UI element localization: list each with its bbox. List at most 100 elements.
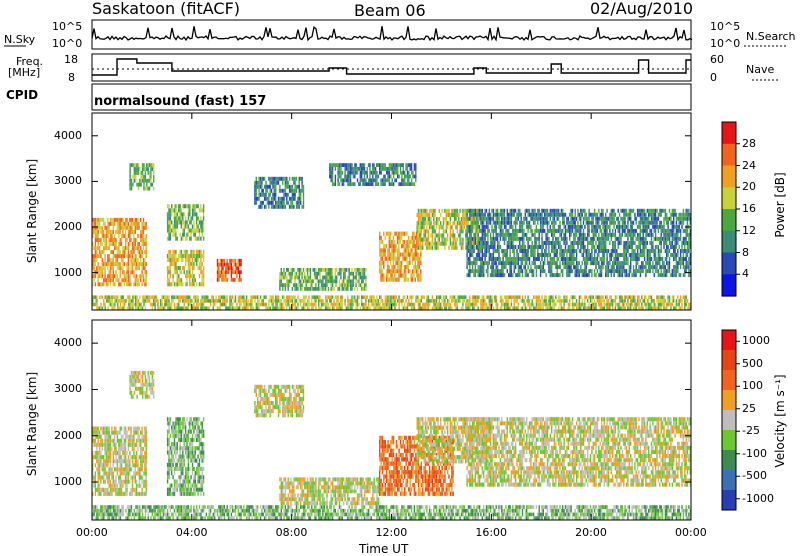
echo-cell (143, 262, 144, 266)
echo-cell (100, 254, 101, 258)
echo-cell (357, 178, 358, 182)
echo-cell (673, 209, 674, 213)
echo-cell (238, 295, 239, 299)
echo-cell (554, 273, 555, 277)
echo-cell (575, 221, 576, 225)
echo-cell (192, 274, 193, 278)
echo-cell (111, 262, 112, 266)
echo-cell (281, 303, 282, 307)
echo-cell (505, 257, 506, 261)
echo-cell (523, 245, 524, 249)
echo-cell (615, 249, 616, 253)
echo-cell (643, 253, 644, 257)
echo-cell (468, 269, 469, 273)
echo-cell (500, 209, 501, 213)
echo-cell (167, 303, 168, 307)
echo-cell (669, 241, 670, 245)
echo-cell (143, 258, 144, 262)
echo-cell (292, 185, 293, 189)
echo-cell (129, 303, 130, 307)
echo-cell (243, 299, 244, 303)
echo-cell (382, 273, 383, 277)
echo-cell (601, 257, 602, 261)
echo-cell (382, 306, 383, 310)
echo-cell (120, 254, 121, 258)
echo-cell (283, 189, 284, 193)
echo-cell (111, 299, 112, 303)
echo-cell (446, 217, 447, 221)
echo-cell (179, 250, 180, 254)
echo-cell (476, 238, 477, 242)
echo-cell (608, 217, 609, 221)
echo-cell (587, 229, 588, 233)
echo-cell (640, 233, 641, 237)
echo-cell (545, 273, 546, 277)
echo-cell (193, 254, 194, 258)
echo-cell (421, 217, 422, 221)
echo-cell (473, 213, 474, 217)
echo-cell (680, 213, 681, 217)
echo-cell (656, 245, 657, 249)
echo-cell (227, 278, 228, 282)
echo-cell (645, 229, 646, 233)
echo-cell (382, 240, 383, 244)
echo-cell (588, 229, 589, 233)
echo-cell (482, 221, 483, 225)
echo-cell (652, 213, 653, 217)
echo-cell (415, 175, 416, 179)
echo-cell (405, 253, 406, 257)
echo-cell (543, 245, 544, 249)
echo-cell (443, 225, 444, 229)
echo-cell (170, 282, 171, 286)
echo-cell (505, 253, 506, 257)
echo-cell (181, 237, 182, 241)
echo-cell (408, 171, 409, 175)
echo-cell (526, 253, 527, 257)
echo-cell (283, 295, 284, 299)
echo-cell (195, 278, 196, 282)
echo-cell (486, 225, 487, 229)
echo-cell (189, 254, 190, 258)
echo-cell (569, 273, 570, 277)
echo-cell (332, 283, 333, 287)
echo-cell (437, 242, 438, 246)
echo-cell (129, 299, 130, 303)
echo-cell (432, 246, 433, 250)
echo-cell (141, 226, 142, 230)
echo-cell (304, 295, 305, 299)
echo-cell (555, 229, 556, 233)
echo-cell (110, 238, 111, 242)
echo-cell (161, 299, 162, 303)
echo-cell (473, 269, 474, 273)
echo-cell (175, 295, 176, 299)
echo-cell (417, 265, 418, 269)
echo-cell (129, 230, 130, 234)
echo-cell (254, 193, 255, 197)
echo-cell (105, 295, 106, 299)
echo-cell (355, 163, 356, 167)
echo-cell (379, 244, 380, 248)
echo-cell (641, 221, 642, 225)
echo-cell (593, 213, 594, 217)
echo-cell (353, 182, 354, 186)
echo-cell (570, 225, 571, 229)
nsky-trace (92, 26, 692, 40)
echo-cell (272, 299, 273, 303)
echo-cell (582, 253, 583, 257)
echo-cell (602, 257, 603, 261)
echo-cell (437, 217, 438, 221)
echo-cell (272, 185, 273, 189)
echo-cell (522, 257, 523, 261)
echo-cell (457, 225, 458, 229)
echo-cell (655, 237, 656, 241)
echo-cell (593, 221, 594, 225)
echo-cell (129, 282, 130, 286)
echo-cell (472, 213, 473, 217)
echo-cell (674, 237, 675, 241)
echo-cell (419, 265, 420, 269)
echo-cell (184, 220, 185, 224)
echo-cell (299, 205, 300, 209)
echo-cell (575, 233, 576, 237)
echo-cell (530, 265, 531, 269)
echo-cell (314, 272, 315, 276)
